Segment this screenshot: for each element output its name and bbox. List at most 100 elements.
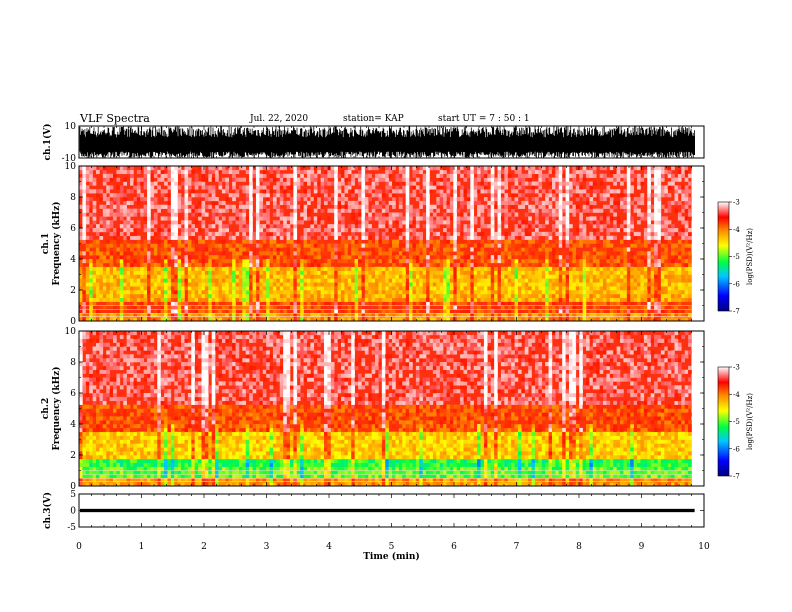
spectrogram-cell <box>616 255 621 260</box>
spectrogram-cell <box>211 262 216 268</box>
spectrogram-cell <box>170 197 175 202</box>
spectrogram-cell <box>456 216 461 221</box>
spectrogram-cell <box>381 282 386 287</box>
spectrogram-cell <box>596 220 600 225</box>
spectrogram-cell <box>534 239 539 244</box>
spectrogram-cell <box>293 286 298 291</box>
spectrogram-cell <box>419 216 423 221</box>
spectrogram-cell <box>426 224 430 229</box>
spectrogram-cell <box>201 305 206 310</box>
spectrogram-cell <box>303 181 308 186</box>
spectrogram-cell <box>211 185 216 190</box>
spectrogram-cell <box>303 293 308 299</box>
spectrogram-cell <box>310 317 315 322</box>
spectrogram-cell <box>443 243 447 248</box>
spectrogram-cell <box>351 313 355 318</box>
spectrogram-cell <box>106 259 110 264</box>
spectrogram-cell <box>143 293 148 299</box>
spectrogram-cell <box>378 286 383 291</box>
spectrogram-cell <box>453 177 458 182</box>
spectrogram-cell <box>283 278 287 283</box>
spectrogram-cell <box>330 266 335 271</box>
spectrogram-cell <box>337 212 342 217</box>
spectrogram-cell <box>266 181 270 186</box>
spectrogram-cell <box>300 251 304 256</box>
spectrogram-cell <box>211 235 216 240</box>
spectrogram-cell <box>324 166 328 171</box>
spectrogram-cell <box>555 204 560 209</box>
spectrogram-cell <box>153 293 158 299</box>
spectrogram-cell <box>143 169 148 175</box>
spectrogram-cell <box>232 255 236 260</box>
spectrogram-cell <box>330 278 335 283</box>
spectrogram-cell <box>446 231 451 237</box>
spectrogram-cell <box>147 216 151 221</box>
spectrogram-cell <box>429 290 434 295</box>
spectrogram-cell <box>517 317 522 322</box>
spectrogram-cell <box>255 173 260 178</box>
spectrogram-cell <box>252 231 257 237</box>
spectrogram-cell <box>531 239 536 244</box>
spectrogram-cell <box>143 166 148 171</box>
spectrogram-cell <box>126 216 131 221</box>
spectrogram-cell <box>143 262 148 268</box>
spectrogram-cell <box>164 282 168 287</box>
spectrogram-cell <box>334 185 338 190</box>
spectrogram-cell <box>126 317 131 322</box>
spectrogram-cell <box>255 228 260 233</box>
spectrogram-cell <box>317 247 321 252</box>
spectrogram-cell <box>99 247 104 252</box>
spectrogram-cell <box>320 181 325 186</box>
spectrogram-cell <box>167 243 172 248</box>
spectrogram-cell <box>327 262 332 268</box>
spectrogram-cell <box>198 166 202 171</box>
spectrogram-cell <box>517 293 522 299</box>
spectrogram-cell <box>201 173 206 178</box>
spectrogram-cell <box>228 309 233 314</box>
spectrogram-cell <box>426 297 430 302</box>
spectrogram-cell <box>558 317 563 322</box>
spectrogram-cell <box>289 270 294 275</box>
spectrogram-cell <box>133 208 138 213</box>
spectrogram-cell <box>327 259 332 264</box>
spectrogram-cell <box>99 266 104 271</box>
spectrogram-cell <box>534 290 539 295</box>
spectrogram-cell <box>415 293 420 299</box>
spectrogram-cell <box>133 293 138 299</box>
spectrogram-cell <box>327 274 332 279</box>
spectrogram-cell <box>507 243 512 248</box>
spectrogram-cell <box>453 297 458 302</box>
spectrogram-cell <box>548 235 553 240</box>
spectrogram-cell <box>504 200 509 206</box>
spectrogram-cell <box>528 282 532 287</box>
spectrogram-cell <box>259 313 264 318</box>
spectrogram-cell <box>113 278 117 283</box>
spectrogram-cell <box>279 247 284 252</box>
spectrogram-cell <box>351 181 355 186</box>
spectrogram-cell <box>228 278 233 283</box>
spectrogram-cell <box>167 193 172 198</box>
spectrogram-cell <box>306 290 311 295</box>
spectrogram-cell <box>582 204 587 209</box>
spectrogram-cell <box>548 278 553 283</box>
spectrogram-cell <box>545 235 549 240</box>
start-time-label: start UT = 7 : 50 : 1 <box>438 114 530 124</box>
spectrogram-cell <box>337 286 342 291</box>
spectrogram-cell <box>286 228 291 233</box>
spectrogram-cell <box>514 177 519 182</box>
spectrogram-cell <box>534 317 539 322</box>
spectrogram-cell <box>102 286 107 291</box>
spectrogram-cell <box>511 247 515 252</box>
spectrogram-cell <box>184 197 189 202</box>
spectrogram-cell <box>204 251 209 256</box>
spectrogram-cell <box>582 309 587 314</box>
spectrogram-cell <box>259 297 264 302</box>
spectrogram-cell <box>184 228 189 233</box>
spectrogram-cell <box>538 290 543 295</box>
spectrogram-cell <box>204 247 209 252</box>
spectrogram-cell <box>225 309 230 314</box>
spectrogram-cell <box>378 239 383 244</box>
spectrogram-cell <box>395 173 400 178</box>
spectrogram-cell <box>514 200 519 206</box>
spectrogram-cell <box>306 297 311 302</box>
